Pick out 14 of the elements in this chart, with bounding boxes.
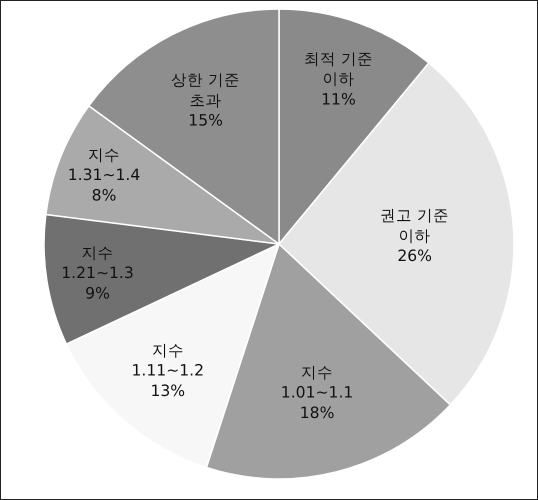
data-label: 9% [85,284,110,302]
slice-label: 지수 1.01~1.1 [280,363,354,402]
data-label: 26% [397,247,432,266]
data-label: 18% [300,404,334,422]
data-label: 11% [321,90,356,108]
slice-label: 지수 1.11~1.2 [132,341,204,380]
data-label: 13% [150,382,186,400]
data-label: 8% [92,186,116,204]
slice-label: 상한 기준 초과 [171,71,240,110]
slice-label: 지수 1.31~1.4 [68,146,140,184]
slice-label: 지수 1.21~1.3 [61,244,134,282]
slice-label: 최적 기준 이하 [304,50,373,88]
slice-label: 권고 기준 이하 [380,206,450,245]
data-label: 15% [188,112,223,130]
